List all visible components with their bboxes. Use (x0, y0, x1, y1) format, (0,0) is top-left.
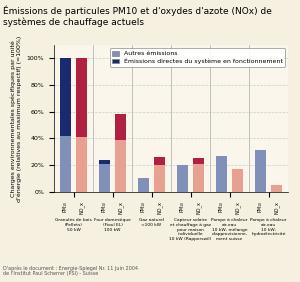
Bar (99, 160, 110, 164)
Bar (216, 156, 227, 192)
Text: PM₁₀: PM₁₀ (63, 201, 68, 212)
Text: PM₁₀: PM₁₀ (180, 201, 185, 212)
Bar (154, 165, 165, 192)
Bar (76, 137, 87, 192)
Text: NO_x: NO_x (157, 201, 163, 214)
Text: Pompe à chaleur
air-eau
10 kW, mélange
d'approvisionne-
ment suisse: Pompe à chaleur air-eau 10 kW, mélange d… (211, 219, 248, 241)
Bar (193, 158, 204, 164)
Text: PM₁₀: PM₁₀ (141, 201, 146, 212)
Text: NO_x: NO_x (79, 201, 85, 214)
Text: PM₁₀: PM₁₀ (219, 201, 224, 212)
Text: Émissions de particules PM10 et d'oxydes d'azote (NOx) de systèmes de chauffage : Émissions de particules PM10 et d'oxydes… (3, 6, 272, 27)
Bar (99, 164, 110, 192)
Text: NO_x: NO_x (118, 201, 124, 214)
Bar (115, 140, 126, 192)
Bar (255, 150, 266, 192)
Bar (154, 157, 165, 165)
Text: NO_x: NO_x (274, 201, 280, 214)
Text: Gaz naturel
<100 kW: Gaz naturel <100 kW (139, 219, 164, 227)
Bar (60, 58, 71, 136)
Bar (193, 164, 204, 192)
Bar (115, 114, 126, 140)
Text: NO_x: NO_x (235, 201, 241, 214)
Bar (177, 165, 188, 192)
Text: PM₁₀: PM₁₀ (102, 201, 107, 212)
Text: PM₁₀: PM₁₀ (258, 201, 263, 212)
Text: NO_x: NO_x (196, 201, 202, 214)
Text: Pompe à chaleur
air-eau
10 kW,
hydroélectricité: Pompe à chaleur air-eau 10 kW, hydroélec… (250, 219, 287, 236)
Y-axis label: Charges environnementales spécifiques par unité
d'énergie (relatives au maximum : Charges environnementales spécifiques pa… (11, 35, 22, 202)
Text: Four domestique
(Fioul EL)
100 kW: Four domestique (Fioul EL) 100 kW (94, 219, 131, 232)
Bar (60, 136, 71, 192)
Bar (138, 179, 149, 192)
Bar (232, 169, 243, 192)
Text: D'après le document : Energie-Spiegel Nr. 11 Juin 2004
de l'Institut Paul Scherr: D'après le document : Energie-Spiegel Nr… (3, 265, 138, 276)
Bar (76, 58, 87, 137)
Bar (271, 185, 282, 192)
Legend: Autres émissions, Émissions directes du système en fonctionnement: Autres émissions, Émissions directes du … (110, 48, 285, 67)
Text: Granulés de bois
(Pellets)
50 kW: Granulés de bois (Pellets) 50 kW (55, 219, 92, 232)
Text: Capteur solaire
et chauffage à gaz
pour maison
individuelle
10 kW (Rapporswil): Capteur solaire et chauffage à gaz pour … (169, 219, 211, 241)
